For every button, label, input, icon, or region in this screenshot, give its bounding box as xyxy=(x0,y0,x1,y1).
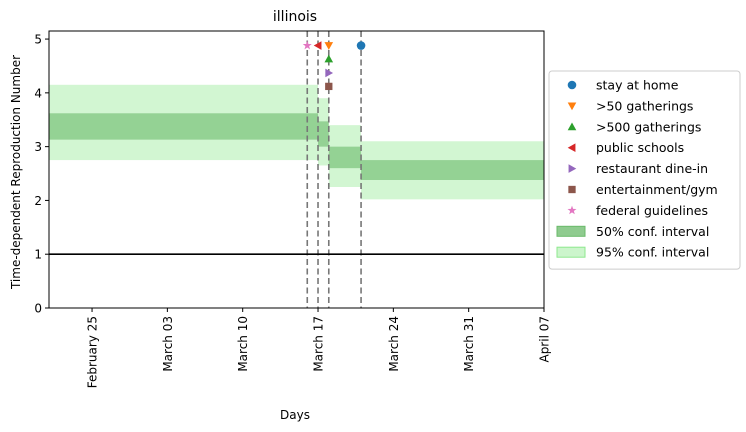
y-tick-label-5: 5 xyxy=(34,33,42,47)
y-tick-label-2: 2 xyxy=(34,194,42,208)
x-tick-label-6: April 07 xyxy=(538,316,552,363)
legend: stay at home >50 gatherings >500 gathering… xyxy=(548,70,741,270)
x-tick-label-4: March 24 xyxy=(387,316,401,372)
plot-frame xyxy=(48,30,545,309)
ci50-bands xyxy=(49,113,544,180)
ci50-band-1 xyxy=(318,121,329,147)
x-tick-label-1: March 03 xyxy=(161,316,175,372)
legend-marker-1 xyxy=(567,102,577,111)
y-tick-label-3: 3 xyxy=(34,140,42,154)
x-tick-label-5: March 31 xyxy=(462,316,476,372)
x-axis-ticks: February 25 March 03 March 10 March 17 March… xyxy=(86,308,552,388)
y-axis-label: Time-dependent Reproduction Number xyxy=(9,55,23,290)
x-tick-label-0: February 25 xyxy=(86,316,100,388)
ci50-band-0 xyxy=(49,113,319,140)
legend-label-6: federal guidelines xyxy=(596,203,708,218)
legend-swatch-1 xyxy=(556,246,586,258)
legend-marker-0 xyxy=(567,80,577,90)
marker-1 xyxy=(324,42,334,50)
legend-box xyxy=(548,70,741,270)
y-tick-label-1: 1 xyxy=(34,248,42,262)
marker-3 xyxy=(313,41,322,50)
legend-marker-4 xyxy=(568,164,577,173)
y-tick-label-4: 4 xyxy=(34,86,42,100)
legend-marker-6 xyxy=(567,205,577,215)
legend-marker-3 xyxy=(567,143,576,152)
x-tick-label-2: March 10 xyxy=(236,316,250,372)
intervention-lines xyxy=(306,31,362,308)
legend-label-0: stay at home xyxy=(596,78,679,93)
legend-label-3: public schools xyxy=(596,140,684,155)
marker-2 xyxy=(324,54,334,63)
x-axis-label: Days xyxy=(280,408,310,422)
marker-4 xyxy=(325,68,334,78)
ci50-band-2 xyxy=(328,146,362,169)
legend-band-label-1: 95% conf. interval xyxy=(596,245,709,260)
marker-0 xyxy=(356,41,366,50)
legend-marker-5 xyxy=(568,185,576,194)
x-tick-label-3: March 17 xyxy=(312,316,326,372)
ci95-bands xyxy=(49,84,544,200)
legend-label-2: >500 gatherings xyxy=(596,119,701,134)
intervention-markers xyxy=(302,40,366,91)
y-tick-label-0: 0 xyxy=(34,302,42,316)
chart-title: illinois xyxy=(273,9,317,25)
marker-6 xyxy=(302,40,312,50)
legend-marker-2 xyxy=(567,122,577,131)
legend-label-4: restaurant dine-in xyxy=(596,161,708,176)
legend-swatch-0 xyxy=(556,225,586,237)
legend-band-label-0: 50% conf. interval xyxy=(596,224,709,239)
marker-5 xyxy=(325,82,333,91)
legend-label-1: >50 gatherings xyxy=(596,98,693,113)
y-axis-ticks: 0 1 2 3 4 5 xyxy=(34,33,49,316)
legend-label-5: entertainment/gym xyxy=(596,182,718,197)
ci50-band-3 xyxy=(361,160,544,180)
